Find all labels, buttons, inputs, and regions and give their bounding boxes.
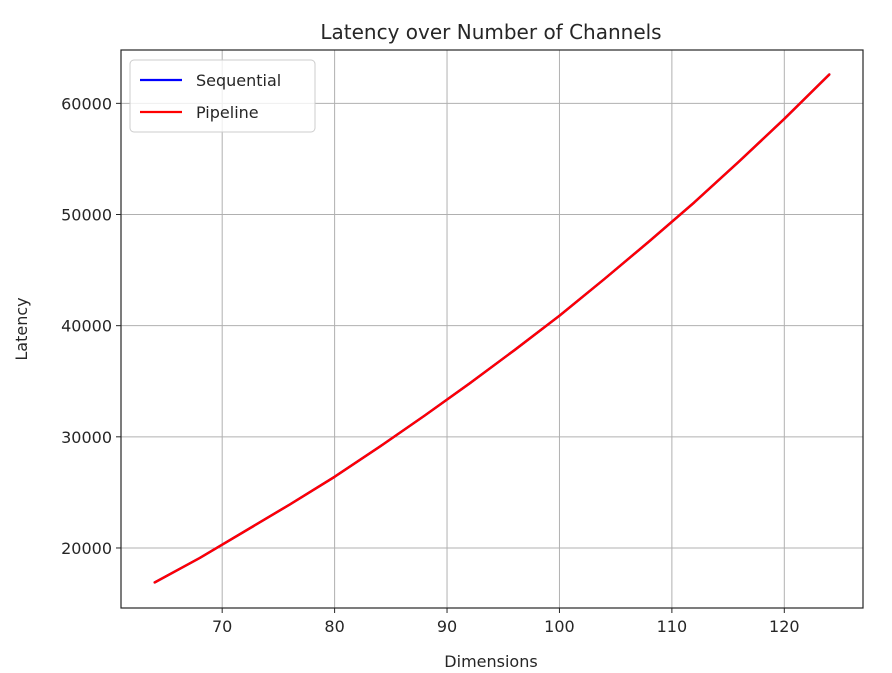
y-tick-label-50000: 50000 <box>61 206 112 225</box>
axis-ticks: 70 80 90 100 110 120 20000 30000 40000 50000 60000 <box>61 94 799 636</box>
x-tick-label-70: 70 <box>212 617 232 636</box>
x-tick-label-80: 80 <box>324 617 344 636</box>
y-axis-label: Latency <box>12 297 31 360</box>
x-axis-label: Dimensions <box>444 652 537 671</box>
x-tick-label-120: 120 <box>769 617 800 636</box>
legend-label-pipeline: Pipeline <box>196 103 259 122</box>
y-tick-label-60000: 60000 <box>61 94 112 113</box>
x-tick-label-100: 100 <box>544 617 575 636</box>
x-tick-label-110: 110 <box>657 617 688 636</box>
y-tick-label-30000: 30000 <box>61 428 112 447</box>
y-tick-label-40000: 40000 <box>61 317 112 336</box>
y-tick-label-20000: 20000 <box>61 539 112 558</box>
legend-frame <box>129 59 316 133</box>
x-tick-label-90: 90 <box>437 617 457 636</box>
chart-title: Latency over Number of Channels <box>320 20 661 44</box>
series-line-pipeline <box>153 73 831 584</box>
legend: Sequential Pipeline <box>129 59 316 133</box>
legend-label-sequential: Sequential <box>196 71 281 90</box>
plot-area-frame <box>120 49 864 609</box>
grid-lines <box>121 50 863 608</box>
series-lines <box>153 73 831 584</box>
